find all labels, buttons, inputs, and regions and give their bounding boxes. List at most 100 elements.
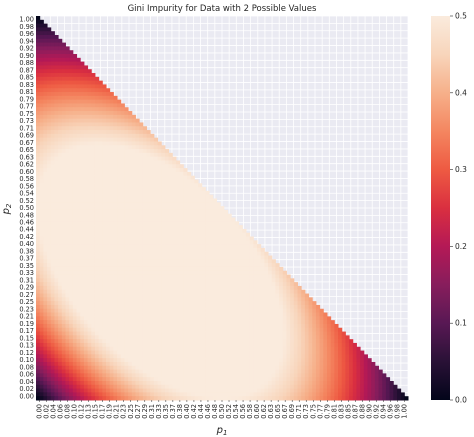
heatmap-cell [245, 312, 251, 317]
heatmap-cell [187, 213, 192, 218]
heatmap-cell [172, 156, 177, 161]
heatmap-cell [39, 323, 44, 329]
heatmap-cell [146, 247, 151, 253]
heatmap-cell [131, 335, 136, 340]
heatmap-cell [50, 194, 55, 199]
heatmap-cell [72, 282, 78, 287]
heatmap-cell [91, 312, 96, 317]
heatmap-cell [187, 282, 192, 287]
heatmap-cell [220, 358, 225, 363]
heatmap-cell [142, 145, 147, 150]
heatmap-cell [187, 190, 192, 196]
heatmap-cell [36, 259, 41, 264]
heatmap-cell [282, 274, 287, 279]
heatmap-cell [43, 244, 48, 249]
heatmap-cell [227, 251, 232, 257]
heatmap-cell [231, 335, 236, 340]
heatmap-cell [54, 270, 59, 276]
heatmap-cell [131, 316, 136, 321]
heatmap-cell [220, 255, 225, 260]
heatmap-cell [102, 183, 107, 188]
heatmap-cell [234, 384, 240, 390]
heatmap-cell [205, 217, 210, 222]
heatmap-cell [223, 240, 229, 245]
heatmap-cell [290, 358, 295, 363]
heatmap-cell [65, 183, 70, 188]
heatmap-cell [212, 342, 217, 348]
heatmap-cell [187, 346, 192, 352]
heatmap-cell [124, 323, 129, 329]
heatmap-cell [150, 217, 155, 222]
heatmap-cell [36, 118, 41, 123]
heatmap-cell [76, 240, 81, 245]
heatmap-cell [80, 111, 85, 116]
heatmap-cell [268, 316, 273, 321]
heatmap-cell [142, 331, 147, 336]
heatmap-cell [323, 335, 328, 340]
heatmap-cell [76, 168, 81, 173]
heatmap-cell [164, 308, 170, 314]
heatmap-cell [120, 213, 125, 218]
heatmap-cell [352, 342, 357, 348]
heatmap-cell [290, 377, 295, 382]
heatmap-cell [94, 217, 100, 222]
heatmap-cell [105, 259, 111, 264]
heatmap-cell [326, 342, 332, 348]
heatmap-cell [194, 369, 199, 374]
heatmap-cell [146, 266, 151, 272]
heatmap-cell [58, 384, 63, 390]
heatmap-cell [91, 297, 96, 302]
heatmap-cell [94, 266, 100, 272]
heatmap-cell [105, 278, 111, 283]
heatmap-cell [83, 190, 89, 196]
heatmap-cell [98, 342, 103, 348]
heatmap-cell [131, 190, 136, 196]
heatmap-cell [83, 145, 89, 150]
heatmap-cell [282, 293, 287, 298]
heatmap-cell [168, 380, 173, 386]
heatmap-cell [245, 365, 251, 371]
heatmap-cell [201, 339, 206, 344]
heatmap-cell [72, 69, 78, 74]
heatmap-cell [279, 377, 284, 382]
heatmap-cell [194, 380, 199, 386]
heatmap-cell [36, 122, 41, 127]
heatmap-cell [227, 263, 232, 268]
heatmap-cell [220, 297, 225, 302]
heatmap-cell [83, 73, 89, 78]
heatmap-cell [256, 255, 262, 260]
heatmap-cell [212, 373, 217, 378]
heatmap-cell [161, 175, 166, 180]
heatmap-cell [352, 380, 357, 386]
heatmap-cell [146, 274, 151, 279]
heatmap-cell [187, 289, 192, 295]
heatmap-cell [72, 156, 78, 161]
heatmap-cell [47, 46, 52, 51]
heatmap-cell [94, 274, 100, 279]
heatmap-cell [223, 263, 229, 268]
heatmap-cell [69, 232, 74, 238]
heatmap-cell [142, 130, 147, 135]
heatmap-cell [220, 263, 225, 268]
heatmap-cell [135, 251, 140, 257]
heatmap-cell [80, 251, 85, 257]
heatmap-cell [65, 301, 70, 306]
heatmap-cell [385, 384, 391, 390]
heatmap-cell [94, 133, 100, 139]
heatmap-cell [157, 361, 162, 367]
heatmap-cell [216, 312, 221, 317]
heatmap-cell [98, 179, 103, 184]
heatmap-cell [39, 190, 44, 196]
heatmap-cell [105, 228, 111, 234]
heatmap-cell [105, 304, 111, 310]
heatmap-cell [179, 384, 184, 390]
heatmap-cell [58, 61, 63, 66]
heatmap-cell [253, 285, 258, 291]
heatmap-cell [304, 380, 310, 386]
heatmap-cell [249, 346, 254, 352]
heatmap-cell [150, 152, 155, 158]
heatmap-cell [91, 327, 96, 333]
heatmap-cell [275, 274, 280, 279]
heatmap-cell [58, 232, 63, 238]
